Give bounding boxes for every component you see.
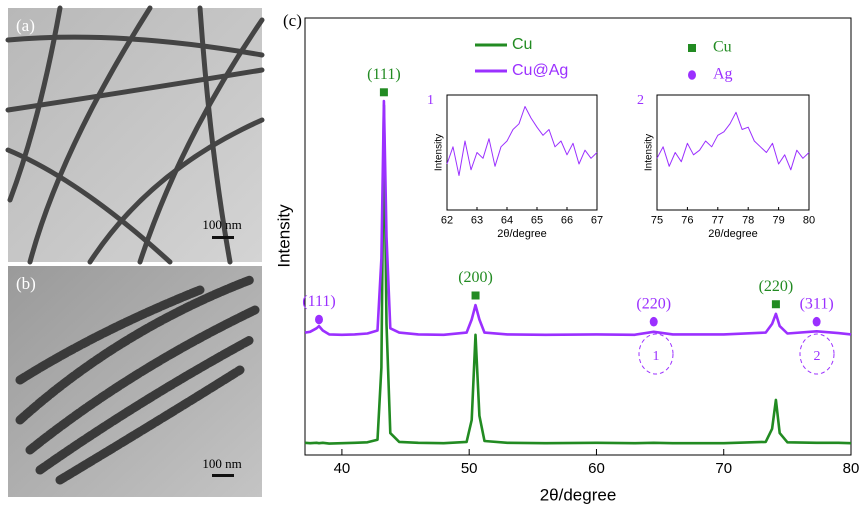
x-tick-label: 70 [715,460,732,477]
highlight-ellipse [799,333,835,375]
inset-y-label: Intensity [644,134,655,171]
peak-marker [812,316,821,327]
inset-x-label: 2θ/degree [497,228,547,240]
panel-label: (c) [283,11,302,30]
x-tick-label: 66 [561,214,573,226]
peak-label: (200) [458,269,493,286]
legend-symbol [688,44,696,52]
data-line [446,106,598,176]
plot-frame [304,17,852,456]
peak-marker [471,291,480,300]
legend-label: Cu [512,36,532,53]
x-tick-label: 76 [681,214,693,226]
peak-label: (220) [636,295,671,312]
x-tick-label: 60 [588,460,605,477]
panel-label: (b) [16,274,36,293]
x-tick-label: 64 [501,214,513,226]
panel-label: (a) [16,16,35,35]
x-tick-label: 50 [461,460,478,477]
x-tick-label: 75 [651,214,663,226]
peak-label: (220) [759,278,794,295]
ellipse-label: 1 [653,349,660,364]
inset-frame [446,94,598,211]
data-line [656,111,810,171]
x-tick-label: 63 [471,214,483,226]
x-tick-label: 80 [803,214,815,226]
x-tick-label: 65 [531,214,543,226]
scale-bar-label: 100 nm [202,456,241,471]
x-tick-label: 77 [712,214,724,226]
peak-label: (111) [302,293,335,310]
x-tick-label: 78 [742,214,754,226]
inset-x-label: 2θ/degree [708,228,758,240]
x-tick-label: 79 [772,214,784,226]
data-line [304,99,852,337]
inset-frame [656,94,810,211]
legend-label: Cu@Ag [512,62,568,79]
ellipse-label: 2 [814,349,821,364]
peak-label: (311) [800,295,834,312]
data-line [304,104,852,445]
highlight-ellipse [638,333,674,375]
x-tick-label: 40 [334,460,351,477]
peak-marker [771,300,780,309]
x-tick-label: 67 [591,214,603,226]
peak-marker [379,88,388,97]
x-tick-label: 62 [441,214,453,226]
tem-image-a [5,5,265,265]
x-tick-label: 80 [843,460,860,477]
legend-symbol [688,70,696,80]
x-axis-label: 2θ/degree [540,485,617,504]
inset-label: 2 [637,93,644,108]
legend-label: Ag [713,66,733,83]
scale-bar-label: 100 nm [202,217,241,232]
inset-y-label: Intensity [434,134,445,171]
peak-marker [649,316,658,327]
legend-label: Cu [713,39,732,56]
tem-image-b [8,266,262,497]
peak-marker [315,314,323,325]
y-axis-label: Intensity [274,204,293,268]
peak-label: (111) [367,66,400,83]
inset-label: 1 [427,93,434,108]
